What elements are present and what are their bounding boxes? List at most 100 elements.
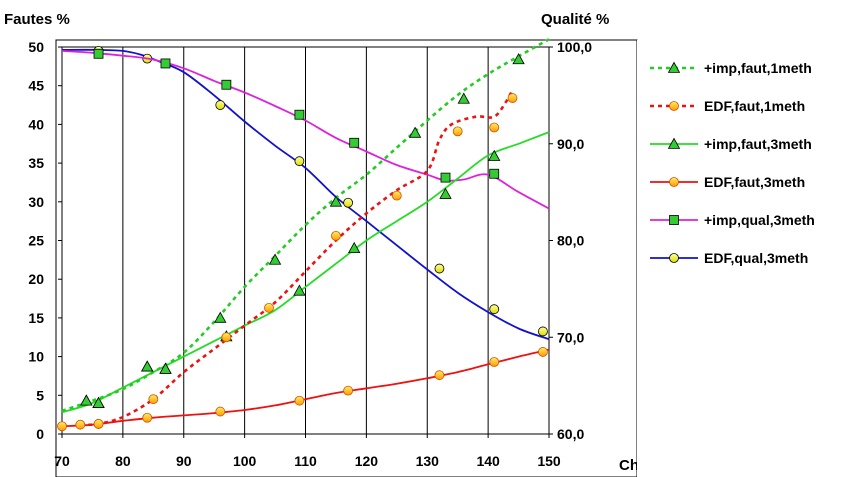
series-1	[61, 38, 550, 413]
series-5	[61, 48, 550, 210]
series-4-marker	[215, 406, 226, 417]
y-right-tick-label: 70,0	[557, 329, 584, 345]
series-1-marker	[457, 92, 470, 104]
series-1-marker	[512, 53, 525, 65]
y-right-tick-label: 100,0	[557, 39, 592, 55]
y-left-tick-label: 5	[36, 387, 44, 403]
y-left-axis-ticks: 0 5 10 15 20 25 30 35 40 45 50	[28, 39, 62, 442]
series-4-marker	[294, 395, 305, 406]
series-2-marker	[452, 126, 463, 137]
legend-marker	[667, 137, 681, 149]
series-layer	[57, 38, 550, 432]
series-1-marker	[329, 195, 343, 207]
series-6-marker	[215, 100, 226, 110]
series-4	[57, 347, 550, 432]
series-2-marker	[331, 230, 341, 241]
series-1-marker	[80, 394, 93, 406]
y-right-axis-title: Qualité %	[541, 11, 609, 28]
series-1-marker	[214, 311, 227, 323]
series-1-marker	[159, 362, 172, 374]
y-left-tick-label: 40	[28, 116, 44, 132]
y-left-tick-label: 15	[28, 310, 44, 326]
series-6-marker	[434, 263, 445, 274]
series-6-line	[61, 48, 550, 341]
x-tick-label: 100	[233, 453, 257, 469]
x-tick-label: 80	[115, 453, 131, 469]
y-left-tick-label: 20	[28, 271, 44, 287]
series-5-marker	[160, 58, 171, 69]
y-left-tick-label: 45	[28, 78, 44, 94]
series-5-marker	[294, 109, 305, 120]
legend-marker	[669, 215, 679, 225]
series-1-line	[61, 38, 550, 413]
series-4-marker	[57, 421, 67, 432]
legend-item: +imp,faut,1meth	[650, 60, 812, 76]
legend: +imp,faut,1meth EDF,faut,1meth +imp,faut,3…	[650, 60, 815, 266]
legend-marker	[669, 101, 679, 111]
y-right-axis-ticks: 60,0 70,0 80,0 90,0 100,0	[549, 39, 592, 442]
legend-marker	[669, 177, 679, 187]
legend-label: EDF,faut,3meth	[704, 174, 805, 190]
series-3-marker	[293, 284, 306, 296]
y-left-tick-label: 50	[28, 39, 44, 55]
series-1-marker	[141, 360, 154, 372]
series-2	[75, 88, 518, 430]
legend-item: EDF,qual,3meth	[650, 250, 808, 266]
series-4-marker	[142, 412, 153, 423]
y-right-tick-label: 60,0	[557, 426, 584, 442]
series-2-marker	[148, 394, 159, 405]
series-2-marker	[75, 419, 86, 430]
series-5-marker	[440, 172, 451, 183]
series-2-marker	[489, 122, 500, 133]
series-5-marker	[489, 168, 500, 179]
legend-item: +imp,qual,3meth	[650, 212, 815, 228]
legend-label: +imp,faut,1meth	[704, 60, 812, 76]
series-6-marker	[538, 326, 548, 337]
series-4-marker	[434, 370, 445, 381]
y-left-tick-label: 10	[28, 349, 44, 365]
legend-label: EDF,faut,1meth	[704, 98, 805, 114]
legend-label: +imp,faut,3meth	[704, 136, 812, 152]
series-6-marker	[294, 156, 305, 167]
series-4-marker	[489, 357, 500, 367]
series-1-marker	[92, 396, 105, 408]
y-left-tick-label: 35	[28, 155, 44, 171]
series-3-marker	[348, 241, 361, 254]
series-2-marker	[221, 332, 232, 343]
series-5-line	[61, 50, 550, 210]
x-tick-label: 90	[176, 453, 192, 469]
x-tick-label: 70	[54, 453, 70, 469]
series-6-marker	[343, 197, 354, 208]
legend-item: +imp,faut,3meth	[650, 136, 812, 152]
series-1-marker	[268, 253, 282, 265]
series-4-marker	[343, 385, 354, 396]
x-tick-label: 120	[355, 453, 379, 469]
x-tick-label: 140	[476, 453, 500, 469]
legend-marker	[667, 61, 681, 73]
series-1-marker	[408, 126, 422, 138]
series-2-marker	[507, 93, 518, 103]
series-3-marker	[488, 149, 501, 161]
x-tick-label: 130	[416, 453, 440, 469]
y-left-tick-label: 0	[36, 426, 44, 442]
legend-label: +imp,qual,3meth	[704, 212, 815, 228]
series-6-marker	[489, 304, 500, 315]
series-5-marker	[93, 48, 104, 59]
legend-item: EDF,faut,3meth	[650, 174, 805, 190]
y-right-tick-label: 80,0	[557, 233, 584, 249]
y-left-tick-label: 25	[28, 233, 44, 249]
series-6	[61, 45, 550, 341]
y-left-tick-label: 30	[28, 194, 44, 210]
x-tick-label: 110	[294, 453, 317, 469]
y-left-axis-title: Fautes %	[4, 11, 70, 28]
series-5-marker	[221, 79, 232, 90]
series-2-marker	[93, 419, 104, 429]
x-axis-ticks: 70 80 90 100 110 120 130 140 150	[54, 434, 561, 469]
x-tick-label: 150	[537, 453, 561, 469]
legend-marker	[669, 253, 679, 263]
series-2-marker	[264, 302, 274, 313]
legend-label: EDF,qual,3meth	[704, 250, 808, 266]
y-right-tick-label: 90,0	[557, 136, 584, 152]
series-4-marker	[538, 347, 548, 357]
